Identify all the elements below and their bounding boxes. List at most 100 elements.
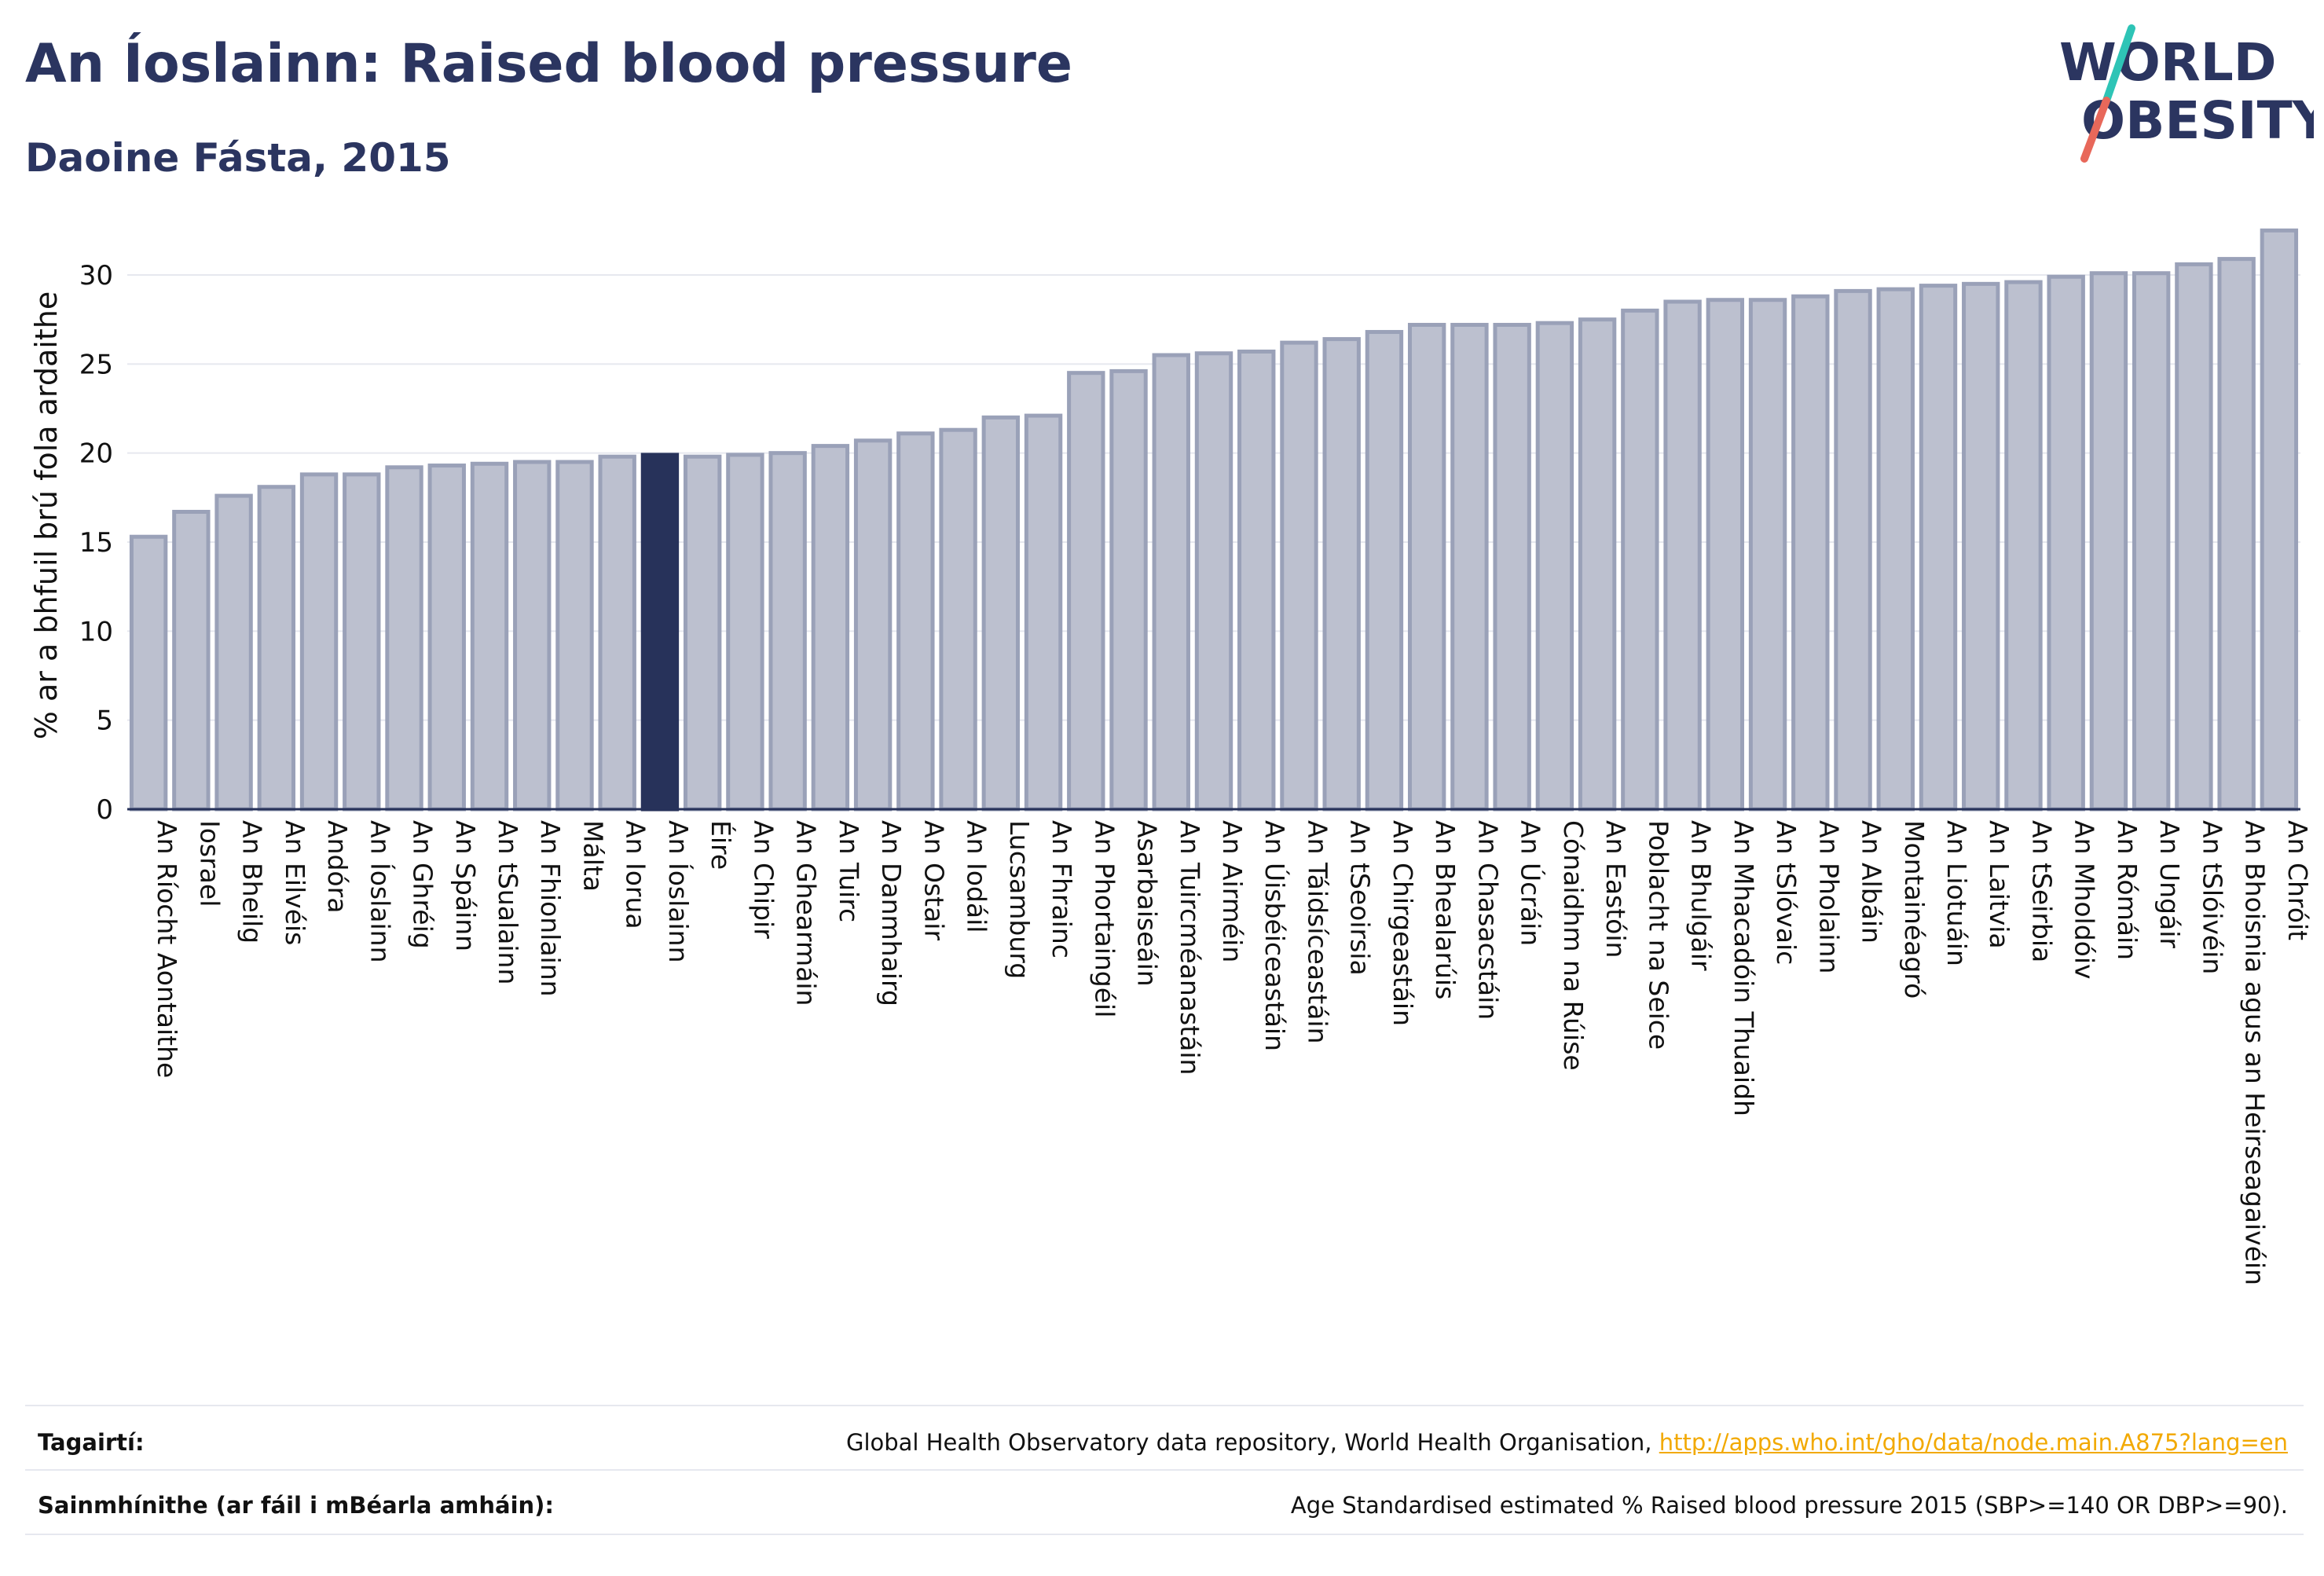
x-tick-label: An Ghearmáin [791,820,822,1006]
bar-chart: 0 5 10 15 20 25 30 % ar a bhfuil brú fola ardai… [29,228,2313,1285]
x-tick-label: An Bheilg [237,820,268,944]
x-tick-label: An Spáinn [450,820,481,951]
footer-divider-bottom [25,1534,2304,1535]
bar [1834,288,1872,812]
x-tick-label: An Phortaingéil [1089,820,1120,1017]
bar [513,460,552,812]
bar [2089,271,2128,812]
x-tick-label: An tSlóivéin [2197,820,2227,974]
x-tick-label: An Chasacstáin [1472,820,1503,1020]
bar [299,472,339,812]
bar [257,485,296,812]
x-tick-label: An Mholdóiv [2069,820,2100,980]
bar [1365,330,1404,812]
bar [1280,340,1318,812]
bar [726,453,764,812]
logo-line-2: OBESITY [2081,90,2314,151]
x-tick-label: An tSualainn [493,820,523,984]
x-tick-label: Montainéagró [1899,820,1930,999]
bar [470,461,509,812]
x-tick-label: An Fhionlainn [535,820,566,997]
x-tick-label: An Ríocht Aontaithe [152,820,182,1078]
x-tick-label: An Chirgeastáin [1387,820,1418,1026]
footer-definitions-row: Sainmhínithe (ar fáil i mBéarla amháin):… [25,1474,2288,1537]
x-tick-label: An Danmhairg [876,820,907,1006]
bar [598,454,636,812]
footer-references-row: Tagairtí: Global Health Observatory data… [25,1411,2288,1474]
x-tick-label: Málta [577,820,608,892]
bar [2217,257,2256,812]
bar [2004,280,2043,812]
bar [1407,322,1446,812]
references-label: Tagairtí: [38,1429,145,1456]
x-tick-label: Asarbaiseáin [1132,820,1163,987]
footer-divider-middle [25,1469,2304,1471]
bar [427,464,466,812]
x-tick-label: An Fhrainc [1047,820,1077,958]
page-title: An Íoslainn: Raised blood pressure [25,33,1073,95]
x-tick-label: An Airméin [1217,820,1248,962]
x-tick-label: Andóra [322,820,353,913]
x-tick-label: An Iorua [621,820,651,929]
bar [1024,413,1063,812]
x-tick-label: An Ghréig [408,820,438,949]
x-tick-label: An Bhulgáir [1686,820,1717,971]
logo-slash-teal-icon [2102,24,2135,104]
x-tick-label: An tSeoirsia [1345,820,1376,976]
y-tick-label: 10 [79,616,113,647]
bar [1535,321,1574,812]
y-tick-label: 25 [79,349,113,380]
x-tick-label: Iosrael [194,820,225,907]
logo-slash-red-icon [2080,97,2110,163]
x-tick-label: An Bhoisnia agus an Heirseagaivéin [2240,820,2271,1285]
bar [1748,298,1787,812]
bar [981,415,1021,812]
x-tick-label: An Tuirc [834,820,864,922]
y-tick-label: 0 [96,794,113,826]
references-value: Global Health Observatory data repositor… [846,1429,2288,1456]
x-tick-label: An Rómáin [2112,820,2143,960]
references-text: Global Health Observatory data repositor… [845,1429,1659,1456]
bar [385,465,423,812]
x-tick-label: An tSlóvaic [1771,820,1802,965]
bar [2175,262,2213,812]
bar [1194,351,1233,812]
x-tick-label: An tSeirbia [2026,820,2057,962]
bar [939,427,977,812]
bar [2260,228,2299,812]
x-tick-label: Cónaidhm na Rúise [1558,820,1589,1071]
x-tick-label: Éire [706,820,737,870]
bar [1322,337,1361,812]
bar [1962,281,2000,812]
bar [343,472,381,812]
bar [1876,287,1915,812]
bar [1109,368,1148,812]
y-tick-label: 30 [79,260,113,291]
bar [555,460,594,812]
world-obesity-logo: WORLD OBESITY [2059,24,2314,163]
x-tick-label: An Pholainn [1813,820,1844,973]
bar [1919,284,1958,812]
definitions-value: Age Standardised estimated % Raised bloo… [1290,1492,2288,1519]
y-axis-label: % ar a bhfuil brú fola ardaithe [29,291,64,739]
definitions-label: Sainmhínithe (ar fáil i mBéarla amháin): [38,1492,555,1519]
x-tick-label: An Chróit [2282,820,2313,940]
x-tick-label: An Táidsíceastáin [1302,820,1332,1043]
logo-line-1: WORLD [2059,32,2277,93]
bar [811,444,850,812]
bar [768,451,807,812]
references-link[interactable]: http://apps.who.int/gho/data/node.main.A… [1659,1429,2288,1456]
bar [1067,371,1105,812]
y-tick-label: 5 [96,706,113,737]
x-tick-label: An Chipir [748,820,779,939]
bar [214,493,253,812]
bar [683,454,722,812]
x-tick-label: Poblacht na Seice [1643,820,1673,1050]
y-tick-label: 15 [79,527,113,559]
bar [1621,308,1659,812]
bar [1152,353,1190,812]
bar [129,534,168,812]
bar [853,438,893,812]
x-tick-label: An Íoslainn [663,820,695,962]
footer-divider-top [25,1405,2304,1406]
